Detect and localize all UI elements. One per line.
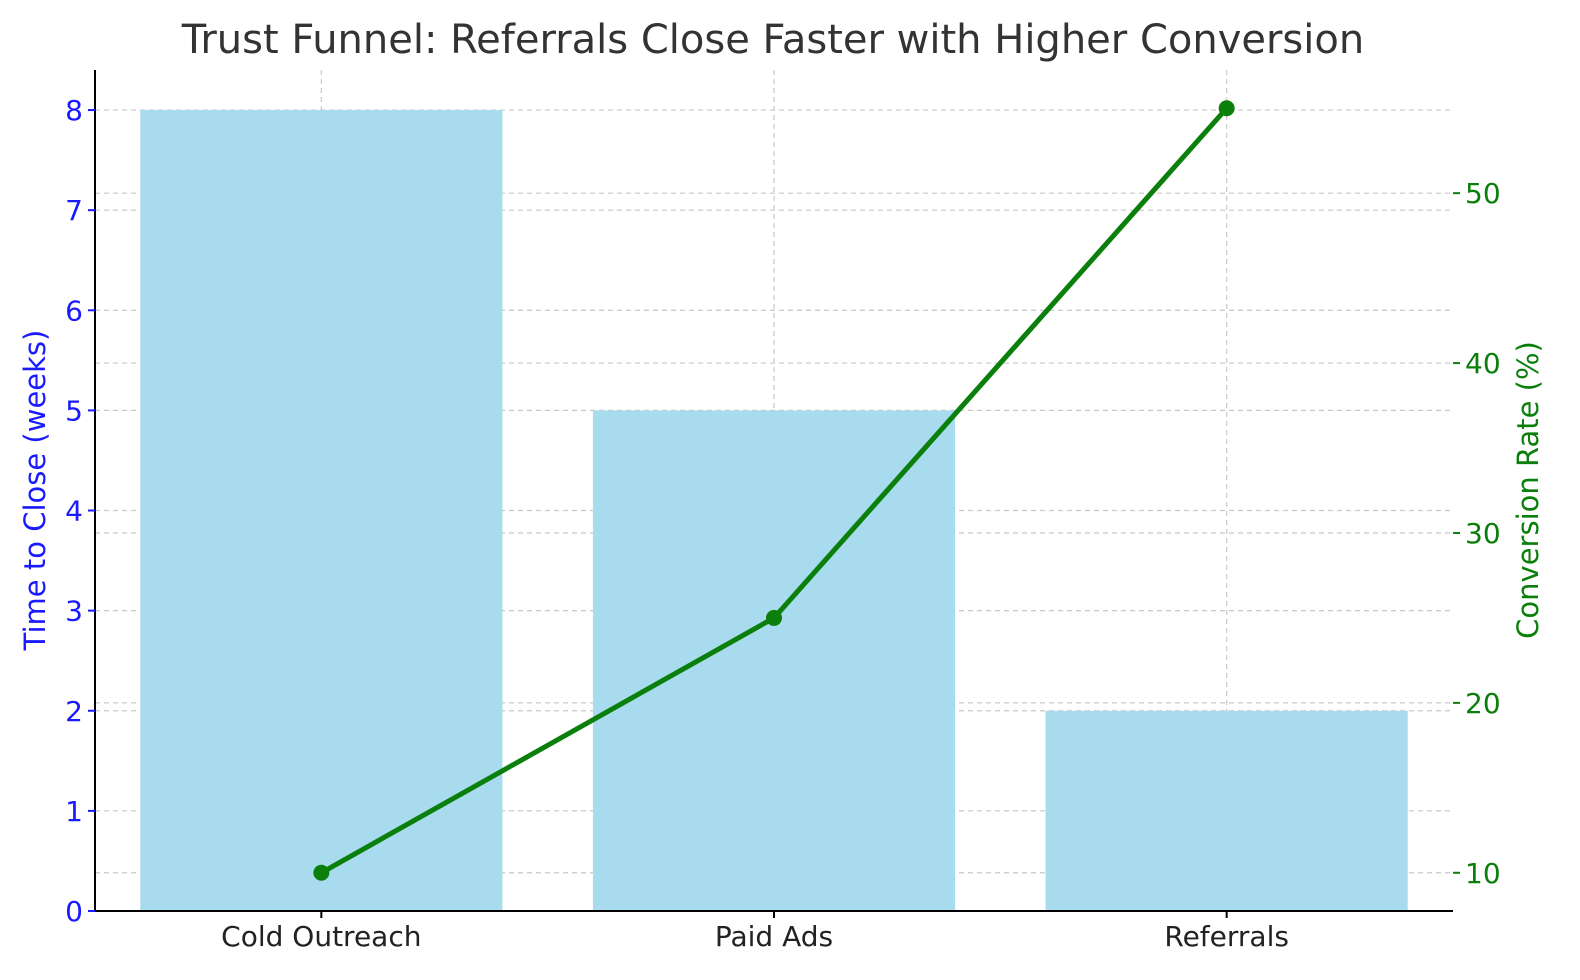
y-left-tick-label-4: 4: [65, 495, 83, 528]
y-right-tick-label-30: 30: [1465, 517, 1501, 550]
y-left-tick-label-0: 0: [65, 895, 83, 928]
conversion-point-paid-ads: [766, 609, 782, 626]
y-left-tick-label-8: 8: [65, 94, 83, 127]
bars: [140, 110, 1408, 912]
y-right-tick-label-20: 20: [1465, 687, 1501, 720]
y-left-tick-label-3: 3: [65, 595, 83, 628]
bar-paid-ads: [592, 410, 956, 911]
tick-labels: 0 1 2 3 4 5 6 7 8 10 20 30 40 50 Cold Outreach Paid Ads…: [65, 94, 1500, 953]
x-tick-label-paid-ads: Paid Ads: [715, 920, 833, 953]
y-left-tick-label-1: 1: [65, 795, 83, 828]
y-left-tick-label-7: 7: [65, 194, 83, 227]
y-right-tick-label-10: 10: [1465, 857, 1501, 890]
y-left-tick-label-5: 5: [65, 394, 83, 427]
y-left-tick-label-6: 6: [65, 294, 83, 327]
bar-referrals: [1045, 710, 1408, 911]
bar-cold-outreach: [140, 110, 503, 912]
y-right-axis-label: Conversion Rate (%): [1511, 341, 1545, 639]
chart-title: Trust Funnel: Referrals Close Faster wit…: [181, 17, 1364, 63]
x-tick-label-referrals: Referrals: [1164, 920, 1289, 953]
y-right-tick-label-40: 40: [1465, 347, 1501, 380]
x-tick-label-cold-outreach: Cold Outreach: [221, 920, 421, 953]
y-left-axis-label: Time to Close (weeks): [18, 330, 52, 652]
conversion-line: [313, 100, 1235, 881]
y-right-tick-label-50: 50: [1465, 177, 1501, 210]
conversion-point-cold-outreach: [313, 864, 330, 881]
y-left-tick-label-2: 2: [65, 695, 83, 728]
conversion-point-referrals: [1218, 100, 1235, 117]
